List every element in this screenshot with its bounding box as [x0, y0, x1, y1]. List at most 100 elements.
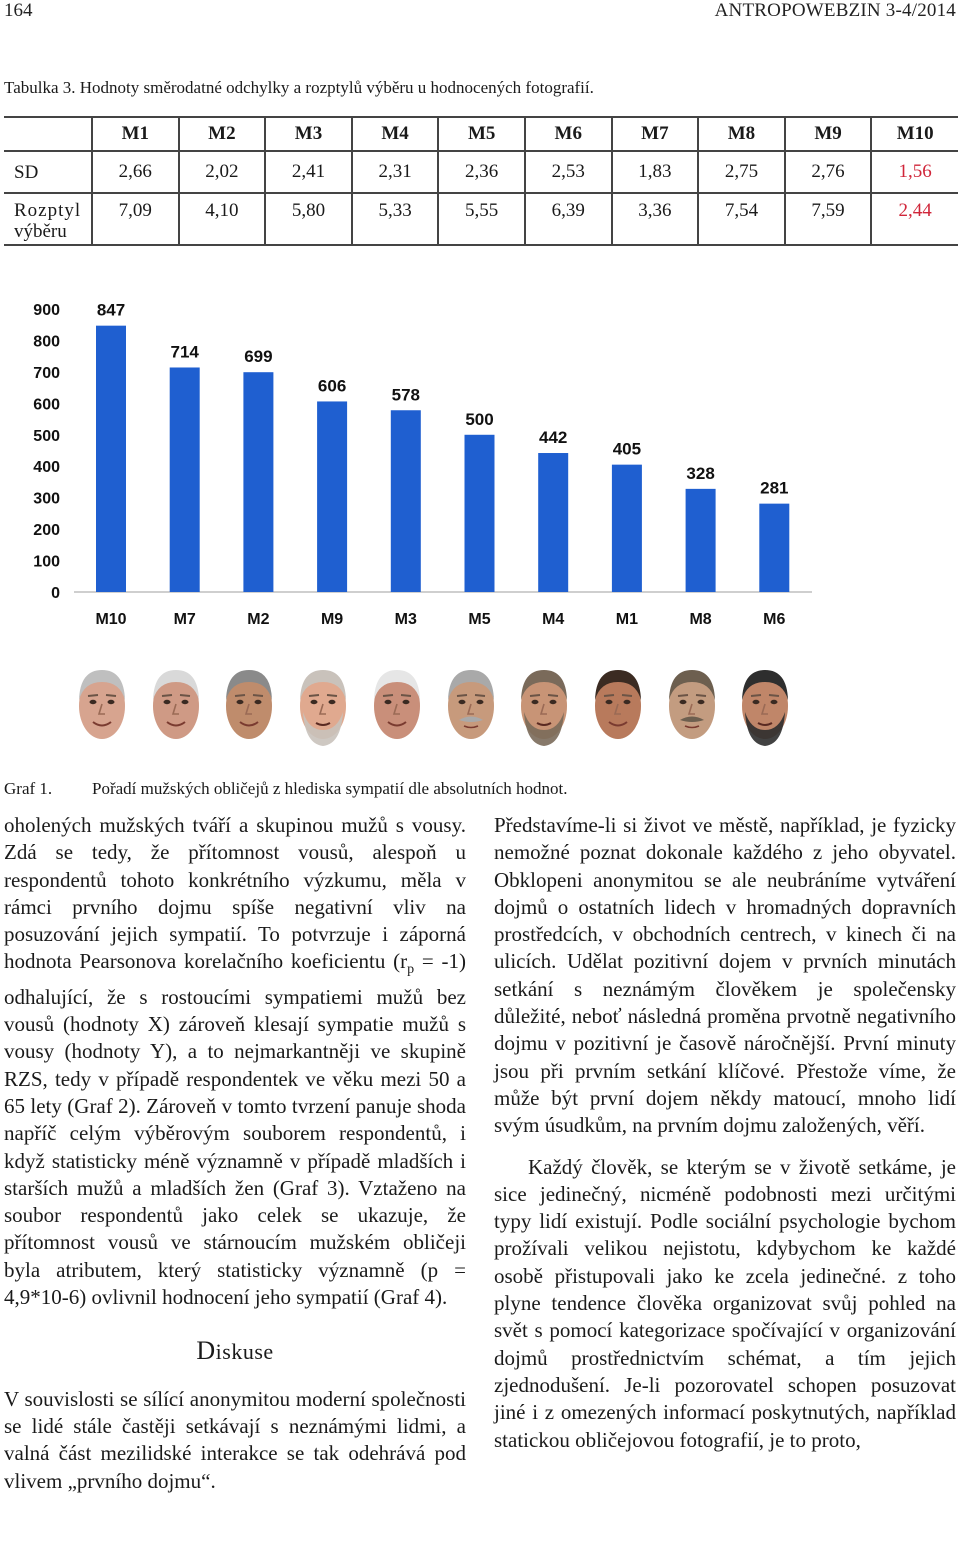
x-tick-label: M5	[468, 611, 490, 628]
x-tick-label: M7	[174, 611, 196, 628]
paragraph: Představíme-li si život ve městě, napřík…	[494, 813, 956, 1138]
x-tick-label: M10	[95, 611, 126, 628]
bar	[243, 372, 274, 592]
table-cell: 7,59	[783, 192, 873, 246]
face-photo	[742, 670, 789, 746]
journal-name: ANTROPOWEBZIN 3-4/2014	[714, 0, 956, 21]
table-cell: 2,36	[437, 150, 526, 194]
table-cell: 7,09	[91, 192, 180, 246]
face-photo	[152, 670, 199, 739]
bar	[390, 410, 421, 592]
graph-caption: Graf 1. Pořadí mužských obličejů z hledis…	[4, 779, 567, 799]
table-header-cell: M4	[350, 116, 440, 152]
table-cell: 7,54	[697, 192, 786, 246]
x-tick-label: M1	[616, 611, 638, 628]
data-label: 328	[686, 464, 714, 483]
y-tick-label: 300	[33, 491, 60, 508]
table-header-cell: M3	[264, 116, 353, 152]
bar	[611, 464, 642, 592]
left-column: oholených mužských tváří a skupinou mužů…	[4, 812, 466, 1495]
x-tick-label: M2	[247, 611, 269, 628]
table-header-cell: M5	[437, 116, 526, 152]
y-tick-label: 600	[33, 396, 60, 413]
bar	[759, 503, 790, 592]
bar	[464, 434, 495, 592]
row-label-line: výběru	[14, 221, 67, 242]
table-cell: 1,83	[610, 150, 700, 194]
bar	[685, 488, 716, 592]
table-cell: 6,39	[523, 192, 613, 246]
table-header-cell: M10	[870, 116, 958, 152]
row-label-line: Rozptyl	[14, 200, 82, 221]
row-label: SD	[4, 150, 93, 194]
y-tick-label: 900	[33, 302, 60, 319]
table-cell: 2,76	[783, 150, 873, 194]
table-cell-highlight: 2,44	[870, 192, 958, 246]
table-cell: 5,55	[437, 192, 526, 246]
x-tick-label: M3	[395, 611, 417, 628]
data-label: 714	[171, 342, 200, 361]
data-label: 405	[613, 440, 641, 459]
right-column: Představíme-li si život ve městě, napřík…	[494, 812, 956, 1454]
y-tick-label: 0	[51, 585, 60, 602]
page-number: 164	[4, 0, 33, 21]
y-tick-label: 200	[33, 522, 60, 539]
y-tick-label: 500	[33, 428, 60, 445]
bar	[538, 453, 569, 592]
face-photo	[226, 670, 273, 739]
face-photo-strip	[68, 660, 838, 756]
table-cell: 4,10	[177, 192, 267, 246]
data-label: 578	[392, 385, 420, 404]
table-header-cell: M6	[523, 116, 613, 152]
table-header-cell: M1	[91, 116, 180, 152]
paragraph-text: oholených mužských tváří a skupinou mužů…	[4, 813, 466, 974]
paragraph-text: = -1) odhalující, že s rostoucími sympat…	[4, 949, 466, 1310]
table-cell: 5,33	[350, 192, 440, 246]
table-header-cell: M8	[697, 116, 786, 152]
data-label: 281	[760, 479, 788, 498]
table-cell: 2,02	[177, 150, 267, 194]
x-tick-label: M6	[763, 611, 785, 628]
data-table: M1 M2 M3 M4 M5 M6 M7 M8 M9 M10 SD 2,66 2…	[4, 116, 958, 246]
data-label: 606	[318, 376, 346, 395]
table-cell-highlight: 1,56	[870, 150, 958, 194]
data-label: 500	[465, 410, 493, 429]
x-tick-label: M8	[689, 611, 711, 628]
table-row-sd: SD 2,66 2,02 2,41 2,31 2,36 2,53 1,83 2,…	[4, 150, 958, 194]
y-tick-label: 400	[33, 459, 60, 476]
data-label: 442	[539, 428, 567, 447]
face-photo	[79, 670, 125, 739]
table-row-variance: Rozptyl výběru 7,09 4,10 5,80 5,33 5,55 6…	[4, 192, 958, 246]
bar	[96, 325, 126, 592]
face-photo	[521, 670, 568, 746]
table-cell: 2,75	[697, 150, 786, 194]
table-caption: Tabulka 3. Hodnoty směrodatné odchylky a…	[4, 78, 594, 97]
table-header-cell: M7	[610, 116, 700, 152]
table-header-cell: M9	[783, 116, 873, 152]
paragraph: Každý člověk, se kterým se v životě setk…	[494, 1154, 956, 1452]
table-header-row: M1 M2 M3 M4 M5 M6 M7 M8 M9 M10	[4, 116, 958, 152]
graph-number: Graf 1.	[4, 779, 53, 798]
paragraph: oholených mužských tváří a skupinou mužů…	[4, 812, 466, 1311]
table-cell: 2,31	[350, 150, 440, 194]
x-tick-label: M9	[321, 611, 343, 628]
table-cell: 3,36	[610, 192, 700, 246]
face-photo	[300, 670, 347, 746]
bar	[169, 367, 200, 592]
x-tick-label: M4	[542, 611, 564, 628]
table-cell: 2,41	[264, 150, 353, 194]
row-label: Rozptyl výběru	[4, 192, 93, 246]
y-tick-label: 700	[33, 365, 60, 382]
data-label: 847	[97, 301, 125, 320]
table-header-cell: M2	[177, 116, 267, 152]
face-photo	[447, 670, 494, 739]
bar-chart: 0 100 200 300 400 500 600 700 800 900 847 M10 714 M7 6…	[33, 301, 812, 628]
paragraph: V souvislosti se sílící anonymitou moder…	[4, 1386, 466, 1493]
graph-caption-text: Pořadí mužských obličejů z hlediska symp…	[92, 779, 568, 798]
face-photo	[594, 670, 641, 739]
subscript: p	[407, 962, 415, 978]
data-label: 699	[244, 347, 272, 366]
face-photo	[668, 670, 715, 739]
bar	[317, 401, 348, 592]
table-corner-cell	[4, 116, 93, 152]
